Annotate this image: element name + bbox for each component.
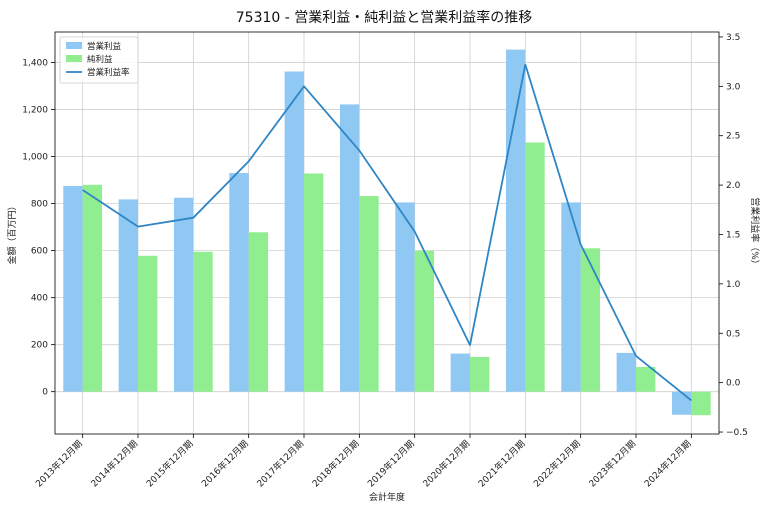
y2-tick-label: 1.5 <box>726 230 740 240</box>
legend-label: 営業利益 <box>87 41 122 52</box>
bar-営業利益 <box>561 202 581 392</box>
x-tick-label: 2016年12月期 <box>199 438 251 490</box>
bar-営業利益 <box>118 199 138 392</box>
x-tick-label: 2022年12月期 <box>531 438 583 490</box>
line-営業利益率 <box>82 63 692 402</box>
y2-tick-label: 3.5 <box>726 33 740 43</box>
x-tick-label: 2024年12月期 <box>642 438 694 490</box>
x-tick-label: 2017年12月期 <box>254 438 306 490</box>
bar-純利益 <box>636 367 656 392</box>
y2-tick-label: 1.0 <box>726 280 741 290</box>
x-tick-label: 2018年12月期 <box>310 438 362 490</box>
y2-tick-label: 2.0 <box>726 181 741 191</box>
x-tick-label: 2013年12月期 <box>33 438 85 490</box>
y-tick-label: 200 <box>31 341 48 351</box>
bar-純利益 <box>414 250 435 392</box>
bar-純利益 <box>359 196 379 392</box>
bars-layer <box>63 49 711 416</box>
x-tick-label: 2020年12月期 <box>420 438 472 490</box>
bar-純利益 <box>304 173 324 392</box>
bar-営業利益 <box>63 185 83 392</box>
bar-純利益 <box>248 232 269 392</box>
y-axis-label: 金額（百万円） <box>6 201 18 264</box>
bar-純利益 <box>580 248 601 392</box>
legend-swatch-純利益 <box>66 55 82 62</box>
legend-swatch-営業利益 <box>66 42 82 49</box>
bar-営業利益 <box>616 352 636 392</box>
y2-axis-label: 営業利益率（%） <box>749 197 761 269</box>
bar-営業利益 <box>229 173 249 392</box>
y2-tick-label: 2.5 <box>726 132 740 142</box>
y2-tick-label: 0.0 <box>726 379 741 389</box>
left-axis-ticks: 0 200 400 600 800 1,000 1,200 1,400 <box>22 59 55 398</box>
x-tick-label: 2021年12月期 <box>476 438 528 490</box>
bar-営業利益 <box>450 353 470 392</box>
legend-label: 純利益 <box>87 54 113 65</box>
y-tick-label: 1,200 <box>22 106 48 116</box>
bar-純利益 <box>138 255 158 392</box>
bar-営業利益 <box>284 71 304 392</box>
x-axis-ticks: 2013年12月期 2014年12月期 2015年12月期 2016年12月期 2017… <box>33 434 694 490</box>
y2-tick-label: −0.5 <box>726 428 748 438</box>
y-tick-label: 600 <box>31 247 48 257</box>
bar-純利益 <box>691 391 711 416</box>
bar-営業利益 <box>671 391 692 415</box>
x-tick-label: 2014年12月期 <box>88 438 140 490</box>
plot-frame <box>54 31 720 435</box>
x-tick-label: 2023年12月期 <box>586 438 638 490</box>
bar-純利益 <box>470 356 490 392</box>
bar-純利益 <box>525 142 545 392</box>
bar-営業利益 <box>395 202 415 392</box>
bar-純利益 <box>82 184 103 392</box>
x-tick-label: 2015年12月期 <box>144 438 196 490</box>
y-tick-label: 0 <box>42 388 48 398</box>
y2-tick-label: 0.5 <box>726 329 740 339</box>
chart-title: 75310 - 営業利益・純利益と営業利益率の推移 <box>236 9 533 26</box>
y-tick-label: 800 <box>31 200 48 210</box>
bar-営業利益 <box>339 104 360 392</box>
right-axis-ticks: −0.5 0.0 0.5 1.0 1.5 2.0 2.5 3.0 3.5 <box>719 33 748 438</box>
bar-営業利益 <box>505 49 526 392</box>
y2-tick-label: 3.0 <box>726 82 741 92</box>
y-tick-label: 1,000 <box>22 153 48 163</box>
x-tick-label: 2019年12月期 <box>365 438 417 490</box>
bar-純利益 <box>193 251 213 392</box>
y-tick-label: 400 <box>31 294 48 304</box>
legend-label: 営業利益率 <box>87 67 130 78</box>
x-axis-label: 会計年度 <box>369 491 405 503</box>
y-tick-label: 1,400 <box>22 59 48 69</box>
line-layer <box>82 63 692 402</box>
bar-営業利益 <box>173 197 194 392</box>
